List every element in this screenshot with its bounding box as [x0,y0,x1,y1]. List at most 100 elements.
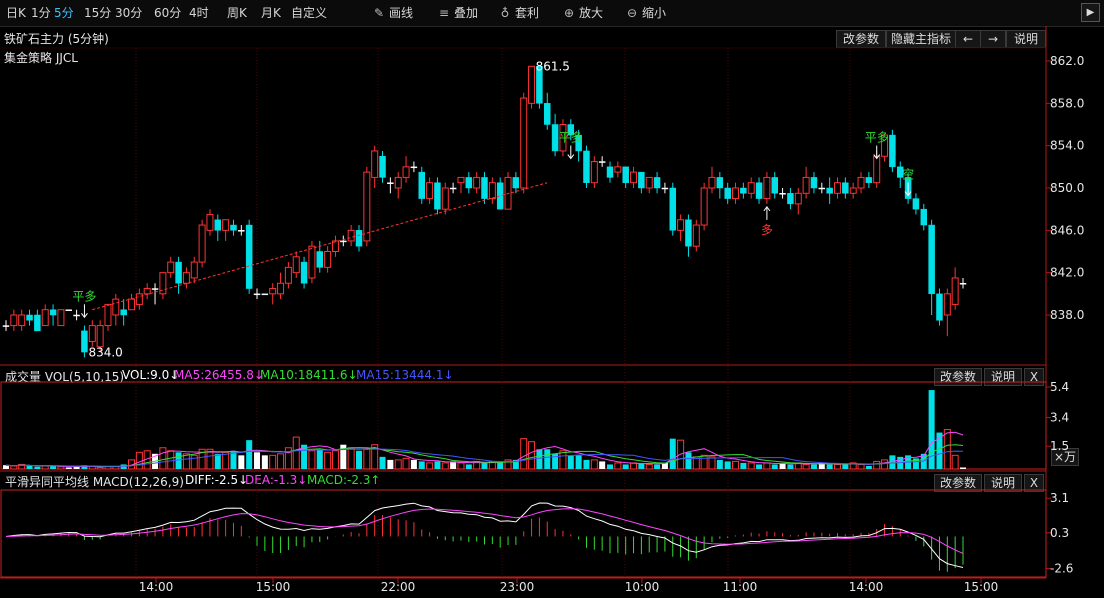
volume-bar-119 [936,432,943,469]
volume-bar-91 [716,459,723,469]
price-tick-label-2: 854.0 [1050,139,1084,153]
candle-body-55 [434,182,441,210]
candle-body-89 [700,187,708,226]
tool-label: 套利 [515,6,540,20]
main-btn-0[interactable]: 改参数 [836,30,886,48]
candle-body-102 [802,176,810,194]
candle-body-97 [763,176,771,200]
chevron-right-icon[interactable]: ▶ [1081,3,1100,22]
candle-body-16 [128,298,136,311]
period-tab-9[interactable]: 自定义 [291,6,328,20]
period-tab-1[interactable]: 1分 [31,6,51,20]
macd-item-1: DEA:-1.3↓ [245,473,308,487]
candle-body-2 [18,314,26,327]
macd-btn-2[interactable]: X [1024,474,1044,492]
candle-body-34 [269,288,277,295]
candle-body-26 [206,213,214,231]
volume-bar-44 [347,447,355,470]
tool-stack-button[interactable]: ≡ 叠加 [437,0,478,26]
volume-bar-66 [520,438,528,470]
price-tick-label-5: 842.0 [1050,266,1084,280]
candle-body-33 [261,293,269,296]
period-tab-3[interactable]: 15分 [84,6,112,20]
volume-bar-58 [457,462,465,470]
candle-body-24 [190,261,198,279]
candle-body-108 [849,187,857,194]
tool-zoom-in-button[interactable]: ⊕ 放大 [562,0,603,26]
candle-body-46 [363,171,371,242]
volume-bar-51 [402,457,410,470]
candle-body-103 [810,177,818,189]
candle-body-72 [567,124,575,136]
main-btn-4[interactable]: 说明 [1006,30,1046,48]
candle-body-112 [881,134,889,157]
volume-bar-74 [583,459,590,469]
volume-item-3: MA15:13444.1↓ [356,368,454,382]
candle-body-114 [896,166,904,178]
period-tab-0[interactable]: 日K [6,6,26,20]
volume-bar-64 [504,459,512,470]
macd-btn-0[interactable]: 改参数 [934,474,982,492]
price-tick-label-3: 850.0 [1050,181,1084,195]
candle-body-74 [583,150,590,183]
candle-body-79 [622,166,629,183]
volume-bar-36 [284,447,292,470]
candle-body-42 [331,240,339,253]
volume-bar-92 [724,461,731,469]
candle-body-51 [402,166,410,178]
candle-body-1 [10,314,18,327]
volume-bar-84 [661,462,668,469]
volume-bar-76 [599,461,606,469]
main-btn-1[interactable]: 隐藏主指标 [886,30,956,48]
volume-unit-label: ×万 [1051,448,1079,466]
zoom-in-icon: ⊕ [563,6,575,20]
period-tab-8[interactable]: 月K [261,6,281,20]
period-tab-4[interactable]: 30分 [115,6,143,20]
candle-body-105 [826,187,833,194]
volume-bar-9 [73,466,80,469]
macd-diff-line [5,502,964,568]
volume-bar-72 [567,455,574,469]
candle-body-66 [520,97,528,189]
period-tab-5[interactable]: 60分 [154,6,182,20]
volume-bar-83 [654,464,661,469]
volume-bar-102 [802,463,810,470]
period-tab-6[interactable]: 4时 [189,6,209,20]
candle-body-19 [151,288,159,290]
volume-bar-4 [34,466,41,469]
volume-bar-24 [190,454,198,470]
candle-body-20 [159,272,167,295]
volume-bar-81 [638,462,645,469]
candle-body-6 [49,309,57,316]
candle-body-48 [379,156,386,178]
signal-label-5: 平多 [865,131,889,145]
volume-bar-87 [685,452,692,469]
toolbar: 日K 1分 5分 15分 30分 60分 4时 周K 月K 自定义 ✎ 画线 ≡ 叠加 ♁ 套利 ⊕ 放大 ⊖ 缩小 ▶ [0,0,1104,27]
period-tab-2[interactable]: 5分 [54,6,74,20]
candle-body-69 [544,103,551,125]
period-tab-7[interactable]: 周K [227,6,247,20]
candle-body-82 [645,176,653,189]
volume-bar-5 [41,465,49,470]
candle-body-17 [135,293,143,305]
candle-body-25 [198,224,206,263]
candle-body-87 [685,219,692,247]
candle-body-94 [740,187,747,194]
volume-item-2: MA10:18411.6↓ [260,368,358,382]
volume-bar-34 [269,454,277,470]
tool-pencil-button[interactable]: ✎ 画线 [372,0,413,26]
candle-body-50 [394,176,402,189]
volume-tick-label-2: 1.5 [1050,439,1069,453]
candle-body-57 [449,187,457,190]
time-label-4: 10:00 [625,580,660,594]
macd-btn-1[interactable]: 说明 [984,474,1022,492]
pencil-icon: ✎ [373,6,385,20]
candle-body-7 [57,309,65,327]
volume-bar-42 [331,450,339,470]
candle-body-120 [943,293,951,316]
volume-bar-38 [301,444,308,469]
volume-bar-55 [434,461,441,469]
volume-bar-104 [818,462,825,469]
tool-money-bag-button[interactable]: ♁ 套利 [498,0,539,26]
tool-zoom-out-button[interactable]: ⊖ 缩小 [625,0,666,26]
